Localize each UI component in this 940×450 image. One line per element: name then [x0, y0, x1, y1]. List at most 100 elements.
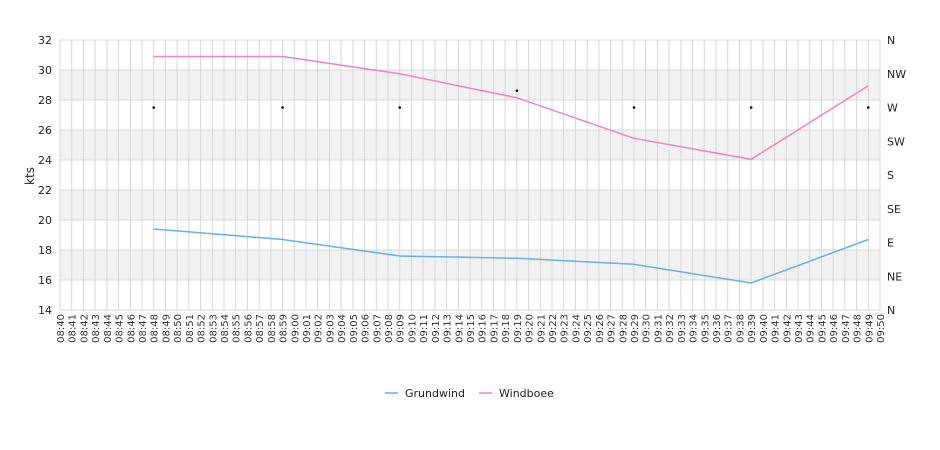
series-line-grundwind	[153, 228, 869, 284]
x-tick-label: 08:53	[208, 314, 219, 343]
y-axis-ticks: 14 16 18 20 22 24 26 28 30 32	[38, 34, 52, 317]
x-tick-label: 08:51	[185, 314, 196, 343]
x-tick-label: 09:21	[536, 314, 547, 343]
x-tick-label: 08:49	[161, 314, 172, 343]
x-tick-label: 09:20	[525, 314, 536, 343]
direction-tick-label: SW	[887, 135, 905, 148]
direction-tick-label: N	[887, 304, 895, 317]
x-tick-label: 09:37	[724, 314, 735, 343]
x-tick-label: 09:29	[630, 314, 641, 343]
series-line-windboee	[153, 55, 869, 161]
x-tick-label: 09:43	[794, 314, 805, 343]
x-tick-label: 09:16	[478, 314, 489, 343]
y-tick-label: 32	[38, 34, 52, 47]
x-tick-label: 08:50	[173, 314, 184, 343]
x-tick-label: 09:01	[302, 314, 313, 343]
y-tick-label: 26	[38, 124, 52, 137]
x-tick-label: 09:14	[454, 314, 465, 343]
x-tick-label: 08:42	[79, 314, 90, 343]
y-tick-label: 20	[38, 214, 52, 227]
horizontal-gridlines	[60, 39, 880, 311]
direction-marker	[866, 106, 870, 109]
x-tick-label: 09:10	[407, 314, 418, 343]
x-tick-label: 09:25	[583, 314, 594, 343]
x-tick-label: 09:06	[361, 314, 372, 343]
direction-marker	[152, 106, 156, 109]
x-tick-label: 09:12	[431, 314, 442, 343]
x-tick-label: 09:40	[759, 314, 770, 343]
direction-marker	[281, 106, 284, 109]
x-tick-label: 09:35	[700, 314, 711, 343]
x-tick-label: 08:41	[68, 314, 79, 343]
direction-tick-label: S	[887, 169, 894, 182]
y-tick-label: 16	[38, 274, 52, 287]
y-tick-label: 18	[38, 244, 52, 257]
direction-marker	[749, 106, 753, 109]
x-tick-label: 08:52	[197, 314, 208, 343]
y-axis-label: kts	[23, 167, 37, 185]
x-tick-label: 09:36	[712, 314, 723, 343]
x-tick-label: 08:58	[267, 314, 278, 343]
direction-axis-ticks: N NE E SE S SW W NW N	[887, 34, 906, 317]
direction-marker	[398, 106, 402, 109]
x-tick-label: 09:47	[841, 314, 852, 343]
x-tick-label: 09:11	[419, 314, 430, 343]
x-tick-label: 09:46	[829, 314, 840, 343]
direction-markers	[152, 89, 870, 109]
series-lines	[153, 55, 869, 284]
x-tick-label: 09:33	[677, 314, 688, 343]
y-tick-label: 14	[38, 304, 52, 317]
x-tick-label: 09:03	[325, 314, 336, 343]
x-tick-label: 09:41	[771, 314, 782, 343]
x-tick-label: 09:32	[665, 314, 676, 343]
x-tick-label: 09:19	[513, 314, 524, 343]
x-tick-label: 08:59	[279, 314, 290, 343]
x-tick-label: 09:49	[864, 314, 875, 343]
x-tick-label: 09:22	[548, 314, 559, 343]
direction-tick-label: N	[887, 34, 895, 47]
x-tick-label: 09:08	[384, 314, 395, 343]
direction-marker	[632, 106, 636, 109]
x-tick-label: 09:48	[853, 314, 864, 343]
x-tick-label: 09:18	[501, 314, 512, 343]
direction-marker	[515, 89, 519, 92]
x-axis-ticks: 08:40 08:41 08:42 08:43 08:44 08:45 08:46 08:47…	[56, 314, 887, 343]
y-tick-label: 22	[38, 184, 52, 197]
x-tick-label: 08:44	[103, 314, 114, 343]
x-tick-label: 08:47	[138, 314, 149, 343]
direction-tick-label: SE	[887, 203, 901, 216]
x-tick-label: 09:02	[314, 314, 325, 343]
y-tick-label: 28	[38, 94, 52, 107]
direction-tick-label: E	[887, 237, 894, 250]
direction-tick-label: NE	[887, 270, 902, 283]
direction-tick-label: W	[887, 102, 898, 115]
legend-label: Grundwind	[405, 387, 465, 400]
x-tick-label: 08:45	[115, 314, 126, 343]
x-tick-label: 09:42	[782, 314, 793, 343]
vertical-gridlines	[59, 40, 881, 310]
x-tick-label: 09:30	[642, 314, 653, 343]
x-tick-label: 08:43	[91, 314, 102, 343]
x-tick-label: 09:05	[349, 314, 360, 343]
x-tick-label: 09:28	[618, 314, 629, 343]
x-tick-label: 09:45	[817, 314, 828, 343]
legend-label: Windboee	[499, 387, 554, 400]
x-tick-label: 09:24	[571, 314, 582, 343]
x-tick-label: 09:09	[396, 314, 407, 343]
x-tick-label: 09:27	[607, 314, 618, 343]
x-tick-label: 09:26	[595, 314, 606, 343]
direction-tick-label: NW	[887, 68, 906, 81]
x-tick-label: 09:39	[747, 314, 758, 343]
x-tick-label: 09:13	[443, 314, 454, 343]
y-tick-label: 30	[38, 64, 52, 77]
x-tick-label: 09:00	[290, 314, 301, 343]
x-tick-label: 09:44	[806, 314, 817, 343]
x-tick-label: 09:34	[689, 314, 700, 343]
x-tick-label: 09:31	[653, 314, 664, 343]
x-tick-label: 08:54	[220, 314, 231, 343]
legend: Grundwind Windboee	[385, 387, 554, 400]
x-tick-label: 08:40	[56, 314, 67, 343]
x-tick-label: 09:15	[466, 314, 477, 343]
x-tick-label: 09:07	[372, 314, 383, 343]
